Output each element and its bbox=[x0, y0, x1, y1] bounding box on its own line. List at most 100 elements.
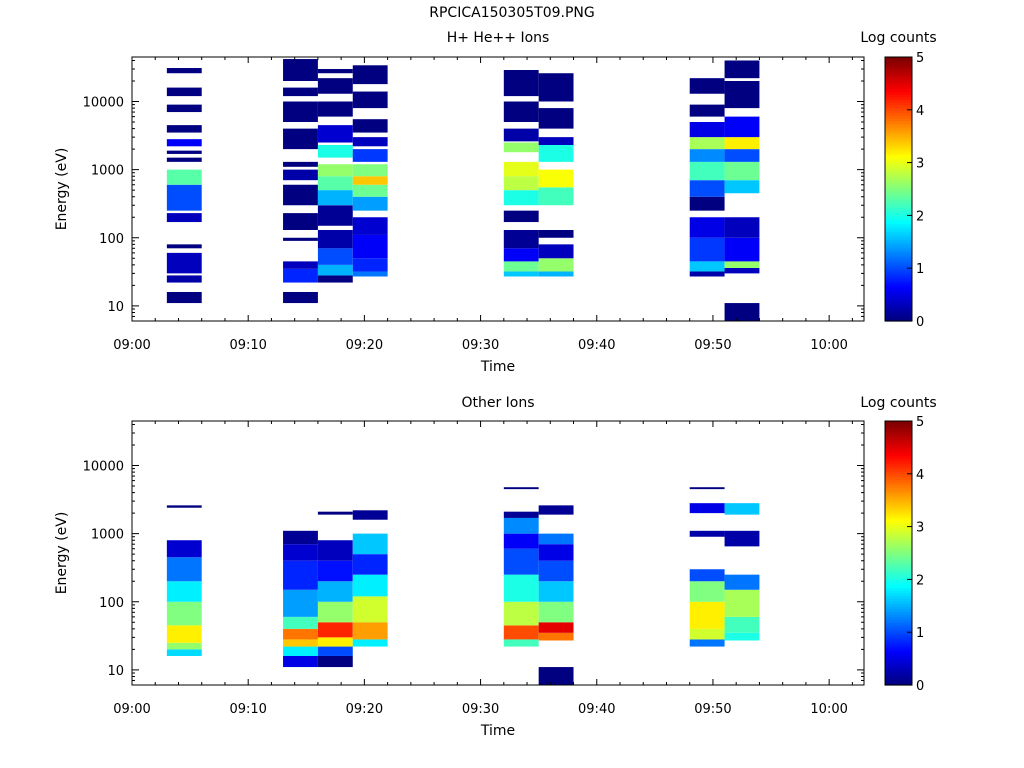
colorbar-segment bbox=[885, 457, 912, 462]
colorbar-segment bbox=[885, 183, 912, 187]
spectrogram-cell bbox=[538, 632, 574, 641]
colorbar-segment bbox=[885, 75, 912, 79]
colorbar-segment bbox=[885, 104, 912, 108]
colorbar-segment bbox=[885, 281, 912, 285]
colorbar-segment bbox=[885, 629, 912, 633]
colorbar-segment bbox=[885, 107, 912, 111]
colorbar-segment bbox=[885, 299, 912, 304]
colorbar-segment bbox=[885, 508, 912, 512]
spectrogram-cell bbox=[317, 144, 353, 158]
colorbar-segment bbox=[885, 584, 912, 588]
spectrogram-cell bbox=[283, 589, 318, 617]
colorbar-segment bbox=[885, 310, 912, 314]
colorbar-segment bbox=[885, 284, 912, 288]
colorbar-segment bbox=[885, 521, 912, 525]
spectrogram-cell bbox=[166, 104, 202, 113]
spectrogram-cell bbox=[503, 511, 539, 518]
colorbar-segment bbox=[885, 186, 912, 190]
colorbar-segment bbox=[885, 677, 912, 681]
colorbar-segment bbox=[885, 619, 912, 623]
spectrogram-cell bbox=[352, 164, 388, 177]
spectrogram-cell bbox=[283, 544, 318, 561]
spectrogram-cell bbox=[724, 137, 760, 150]
colorbar-segment bbox=[885, 196, 912, 201]
colorbar-segment bbox=[885, 67, 912, 71]
colorbar-segment bbox=[885, 233, 912, 238]
colorbar-tick-label: 1 bbox=[916, 262, 924, 277]
colorbar-segment bbox=[885, 144, 912, 148]
spectrogram-cell bbox=[166, 601, 202, 626]
colorbar-segment bbox=[885, 479, 912, 483]
x-tick-label: 09:20 bbox=[346, 702, 383, 717]
spectrogram-cell bbox=[724, 80, 760, 109]
colorbar-segment bbox=[885, 526, 912, 530]
colorbar-segment bbox=[885, 452, 912, 456]
colorbar-segment bbox=[885, 257, 912, 261]
spectrogram-cell bbox=[166, 139, 202, 147]
colorbar-segment bbox=[885, 542, 912, 546]
spectrogram-cell bbox=[689, 122, 725, 138]
spectrogram-cell bbox=[503, 229, 539, 249]
spectrogram-cell bbox=[689, 487, 725, 490]
colorbar-tick-label: 3 bbox=[916, 521, 924, 536]
colorbar-segment bbox=[885, 621, 912, 625]
colorbar-segment bbox=[885, 489, 912, 493]
colorbar-segment bbox=[885, 531, 912, 536]
colorbar-segment bbox=[885, 83, 912, 87]
colorbar-segment bbox=[885, 600, 912, 604]
spectrogram-cell bbox=[503, 625, 539, 640]
colorbar-segment bbox=[885, 642, 912, 646]
colorbar-segment bbox=[885, 181, 912, 185]
colorbar-segment bbox=[885, 468, 912, 472]
y-tick-label: 100 bbox=[99, 596, 124, 611]
plot-frame bbox=[131, 56, 865, 322]
colorbar-segment bbox=[885, 99, 912, 103]
colorbar-segment bbox=[885, 70, 912, 74]
colorbar-segment bbox=[885, 318, 912, 322]
colorbar-segment bbox=[885, 175, 912, 180]
colorbar-segment bbox=[885, 608, 912, 612]
colorbar-segment bbox=[885, 648, 912, 652]
colorbar-segment bbox=[885, 679, 912, 683]
spectrogram-cell bbox=[166, 557, 202, 582]
colorbar-segment bbox=[885, 637, 912, 641]
colorbar-segment bbox=[885, 518, 912, 522]
colorbar-segment bbox=[885, 210, 912, 214]
colorbar-segment bbox=[885, 291, 912, 296]
spectrogram-cell bbox=[538, 533, 574, 545]
spectrogram-cell bbox=[689, 180, 725, 197]
colorbar-segment bbox=[885, 645, 912, 649]
spectrogram-cell bbox=[503, 161, 539, 177]
colorbar-segment bbox=[885, 497, 912, 501]
colorbar-segment bbox=[885, 133, 912, 137]
spectrogram-cell bbox=[538, 622, 574, 633]
spectrogram-cell bbox=[538, 505, 574, 515]
spectrogram-cell bbox=[352, 510, 388, 520]
spectrogram-cell bbox=[166, 213, 202, 223]
spectrogram-cell bbox=[166, 150, 202, 154]
x-tick-label: 09:40 bbox=[578, 338, 615, 353]
spectrogram-cell bbox=[283, 646, 318, 656]
spectrogram-cell bbox=[317, 560, 353, 582]
spectrogram-cell bbox=[503, 548, 539, 575]
colorbar-segment bbox=[885, 634, 912, 639]
colorbar-segment bbox=[885, 101, 912, 106]
colorbar-segment bbox=[885, 162, 912, 166]
colorbar-segment bbox=[885, 553, 912, 557]
spectrogram-cell bbox=[283, 639, 318, 647]
colorbar-segment bbox=[885, 666, 912, 670]
colorbar-segment bbox=[885, 626, 912, 631]
spectrogram-cell bbox=[689, 237, 725, 262]
x-tick-label: 09:10 bbox=[229, 338, 266, 353]
spectrogram-cell bbox=[724, 589, 760, 617]
colorbar-segment bbox=[885, 558, 912, 562]
spectrogram-cell bbox=[317, 125, 353, 143]
colorbar-tick-label: 2 bbox=[916, 209, 924, 224]
y-tick-label: 10 bbox=[107, 664, 124, 679]
colorbar-segment bbox=[885, 431, 912, 435]
spectrogram-cell bbox=[283, 169, 318, 181]
colorbar-segment bbox=[885, 632, 912, 636]
y-tick-label: 1000 bbox=[91, 528, 124, 543]
colorbar-segment bbox=[885, 207, 912, 211]
spectrogram-cell bbox=[724, 60, 760, 79]
